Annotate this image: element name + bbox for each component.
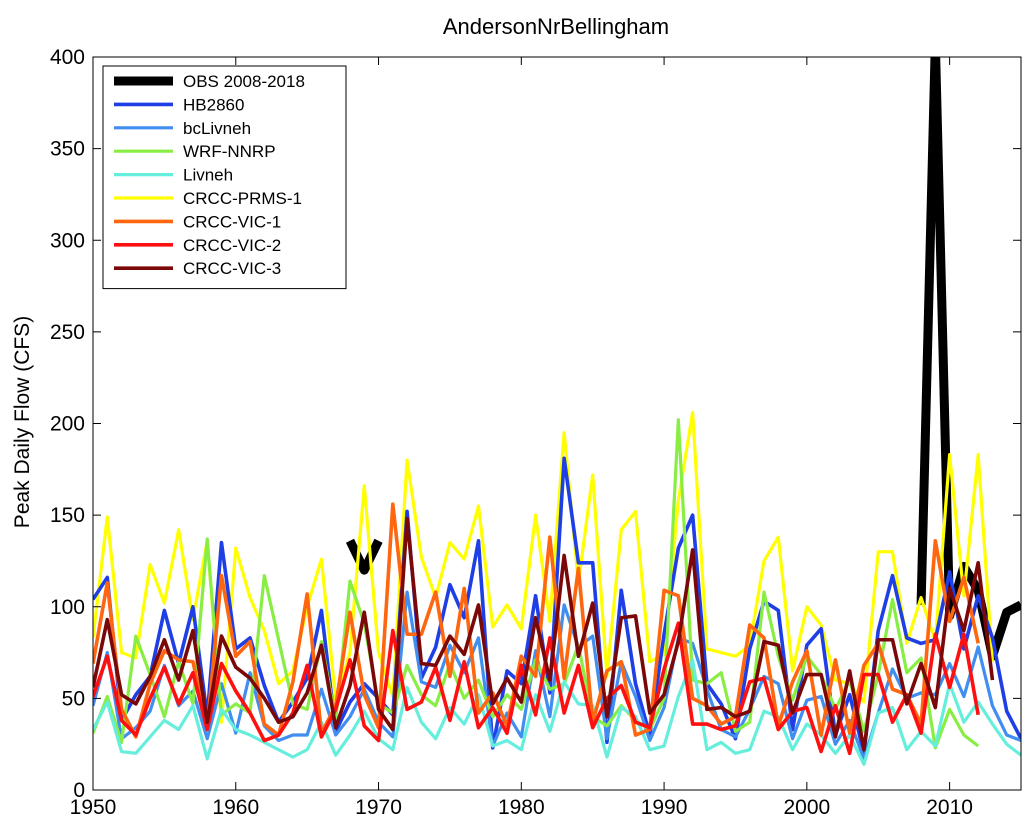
x-tick-label: 1990 <box>641 796 688 819</box>
x-tick-label: 1970 <box>355 796 402 819</box>
legend: OBS 2008-2018 HB2860 bcLivneh WRF-NNRP Livne… <box>102 65 347 290</box>
legend-label-livneh: Livneh <box>183 166 233 185</box>
axis-ticks: 1950 1960 1970 1980 1990 2000 2010 0 50 100 150 200… <box>50 46 1021 819</box>
x-tick-label: 1980 <box>498 796 545 819</box>
y-tick-label: 50 <box>62 687 85 710</box>
y-tick-label: 150 <box>50 504 85 527</box>
series-layer <box>93 57 1021 766</box>
series-line-crcc-prms-1 <box>93 410 995 724</box>
legend-label-wrf-nnrp: WRF-NNRP <box>183 142 276 161</box>
y-axis-label: Peak Daily Flow (CFS) <box>11 316 34 528</box>
series-line-crcc-vic-3 <box>93 516 995 752</box>
chart-title: AndersonNrBellingham <box>443 14 669 39</box>
x-tick-label: 2010 <box>926 796 973 819</box>
y-tick-label: 100 <box>50 596 85 619</box>
x-tick-label: 1950 <box>70 796 117 819</box>
series-line-livneh <box>93 658 1021 766</box>
y-tick-label: 300 <box>50 229 85 252</box>
series-line-crcc-vic-1 <box>93 502 980 739</box>
legend-label-crcc-vic-2: CRCC-VIC-2 <box>183 236 281 255</box>
series-line-hb2860 <box>93 456 1021 756</box>
legend-label-hb2860: HB2860 <box>183 95 244 114</box>
y-tick-label: 250 <box>50 321 85 344</box>
y-tick-label: 350 <box>50 138 85 161</box>
legend-label-crcc-vic-1: CRCC-VIC-1 <box>183 212 281 231</box>
legend-label-bclivneh: bcLivneh <box>183 119 251 138</box>
legend-label-obs-2008-2018: OBS 2008-2018 <box>183 72 305 91</box>
legend-label-crcc-prms-1: CRCC-PRMS-1 <box>183 189 302 208</box>
x-tick-label: 1960 <box>212 796 259 819</box>
y-tick-label: 400 <box>50 46 85 69</box>
series-line-obs-2008-2018 <box>345 57 1021 661</box>
y-tick-label: 0 <box>73 779 85 802</box>
x-tick-label: 2000 <box>783 796 830 819</box>
legend-label-crcc-vic-3: CRCC-VIC-3 <box>183 259 281 278</box>
y-tick-label: 200 <box>50 413 85 436</box>
